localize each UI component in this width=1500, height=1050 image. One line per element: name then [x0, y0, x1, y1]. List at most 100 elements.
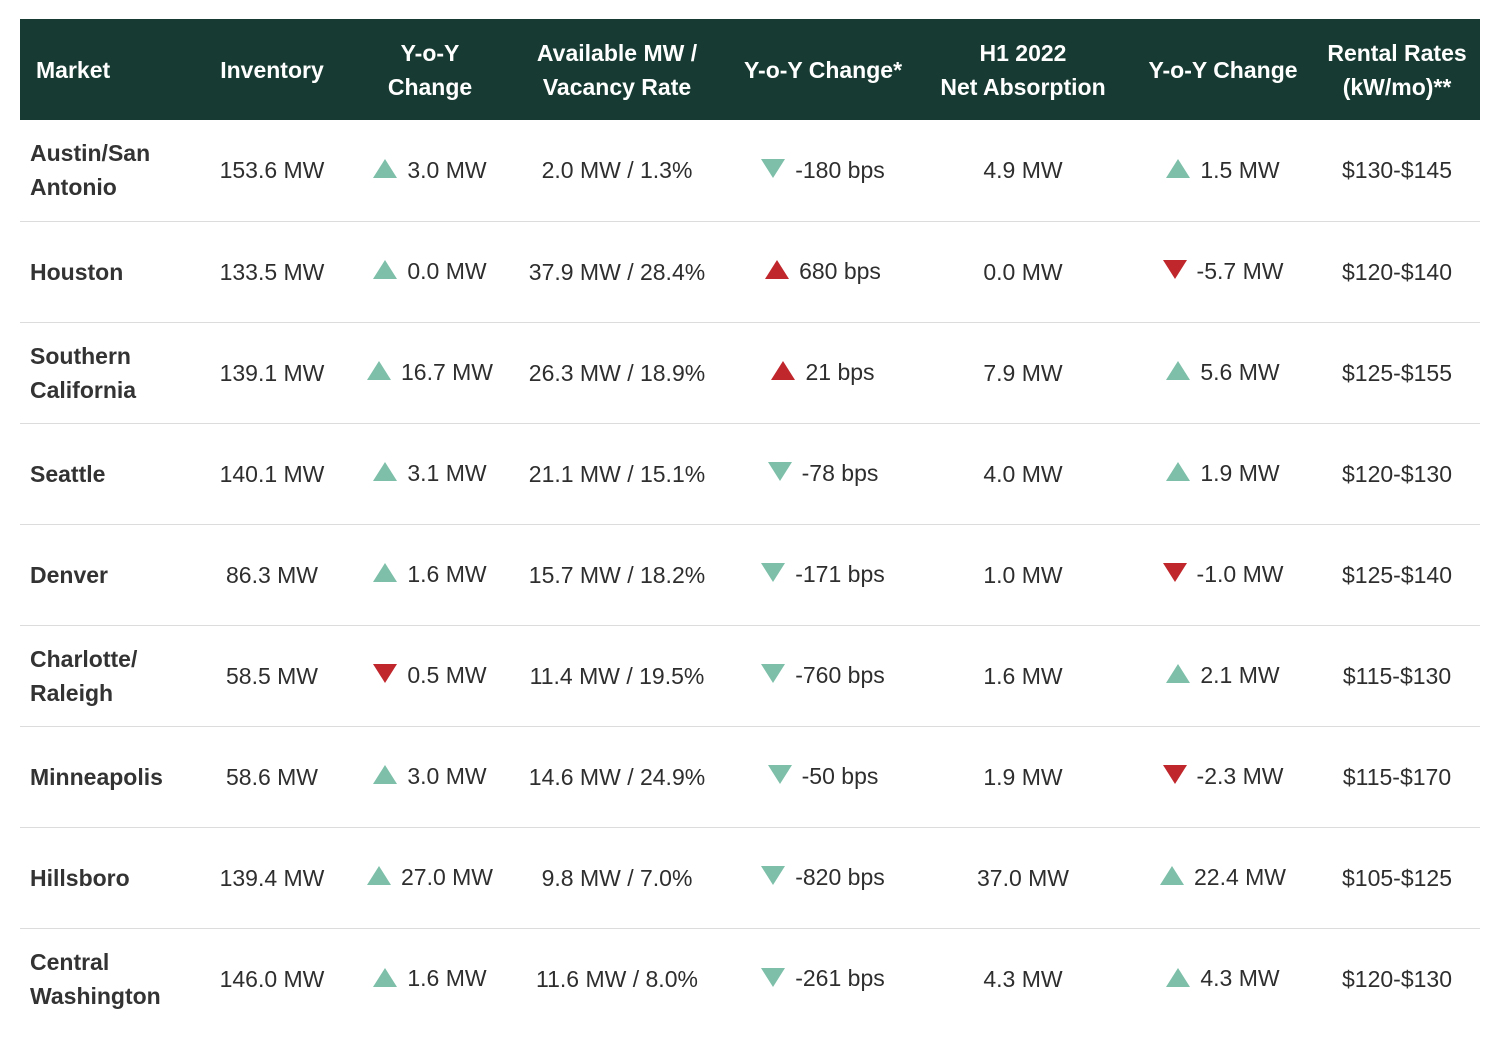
absorption-change-value: -1.0 MW: [1196, 560, 1284, 587]
rental-rate-value: $120-$140: [1342, 258, 1452, 285]
net-absorption-value: 0.0 MW: [983, 258, 1063, 285]
inventory-value: 58.5 MW: [225, 662, 319, 689]
vacancy-change-cell: -261 bps: [732, 928, 914, 1029]
vacancy-change-cell: -180 bps: [732, 120, 914, 221]
absorption-change-value: 5.6 MW: [1200, 358, 1280, 385]
inventory-change: 1.6 MW: [373, 961, 487, 995]
vacancy-change-value: -760 bps: [795, 661, 885, 688]
inventory-change: 3.0 MW: [373, 153, 487, 187]
header-yoy-inventory: Y-o-Y Change: [387, 39, 473, 100]
inventory-change-cell: 0.5 MW: [358, 625, 502, 726]
inventory-change: 0.0 MW: [373, 254, 487, 288]
triangle-up-icon: [1166, 967, 1191, 987]
net-absorption-value: 1.9 MW: [983, 763, 1063, 790]
absorption-change: 1.9 MW: [1166, 456, 1280, 490]
vacancy-change: 680 bps: [765, 254, 881, 288]
triangle-up-icon: [1166, 159, 1191, 178]
header-yoy-absorption: Y-o-Y Change: [1148, 56, 1298, 83]
net-absorption-value: 4.9 MW: [983, 157, 1063, 184]
market-name-line1: Hillsboro: [30, 864, 130, 891]
market-name: Central Washington: [20, 928, 186, 1029]
inventory-change: 3.1 MW: [373, 456, 487, 490]
vacancy-change: -171 bps: [761, 557, 885, 591]
absorption-change: 2.1 MW: [1166, 658, 1280, 692]
vacancy-change: -78 bps: [767, 456, 879, 490]
market-name: Charlotte/Raleigh: [20, 625, 186, 726]
inventory-change-cell: 16.7 MW: [358, 322, 502, 423]
market-name-line1: Central: [30, 948, 110, 975]
absorption-change-value: 22.4 MW: [1193, 863, 1287, 890]
inventory-change-value: 3.1 MW: [407, 459, 487, 486]
triangle-down-icon: [761, 159, 786, 178]
table-row: Hillsboro 139.4 MW 27.0 MW 9.8 MW / 7.0% -82…: [20, 827, 1480, 928]
rental-rate-value: $105-$125: [1342, 864, 1452, 891]
rental-rate-value: $125-$155: [1342, 359, 1452, 386]
absorption-change: 1.5 MW: [1166, 153, 1280, 187]
market-name-line1: Denver: [30, 561, 108, 588]
market-name-line1: Minneapolis: [30, 763, 163, 790]
vacancy-change-cell: -50 bps: [732, 726, 914, 827]
vacancy-change: -261 bps: [761, 961, 885, 995]
triangle-up-icon: [1159, 866, 1184, 886]
triangle-down-icon: [767, 462, 792, 482]
vacancy-change-value: -78 bps: [801, 459, 879, 486]
net-absorption-value: 4.3 MW: [983, 965, 1063, 992]
triangle-down-icon: [767, 765, 792, 785]
absorption-change-cell: -1.0 MW: [1132, 524, 1314, 625]
available-vacancy-value: 14.6 MW / 24.9%: [528, 763, 706, 790]
inventory-change-cell: 27.0 MW: [358, 827, 502, 928]
market-name-line1: Seattle: [30, 460, 106, 487]
header-available: Available MW / Vacancy Rate: [502, 19, 732, 120]
triangle-up-icon: [366, 361, 391, 381]
vacancy-change-value: 680 bps: [799, 257, 881, 284]
table-row: Southern California 139.1 MW 16.7 MW 26.3 MW…: [20, 322, 1480, 423]
market-name-line1: Austin/San: [30, 140, 151, 167]
triangle-up-icon: [373, 260, 398, 280]
rental-rate-value: $130-$145: [1342, 157, 1452, 184]
data-center-market-table-container: Market Inventory Y-o-Y Change Available …: [20, 19, 1480, 1029]
available-vacancy-value: 11.6 MW / 8.0%: [536, 965, 698, 992]
inventory-change-value: 27.0 MW: [400, 863, 494, 890]
table-row: Central Washington 146.0 MW 1.6 MW 11.6 MW /…: [20, 928, 1480, 1029]
inventory-change-value: 16.7 MW: [400, 358, 494, 385]
header-absorption-line2: Net Absorption: [940, 73, 1106, 100]
available-vacancy-value: 21.1 MW / 15.1%: [528, 460, 706, 487]
absorption-change: -1.0 MW: [1162, 557, 1284, 591]
header-rental-line1: Rental Rates: [1327, 39, 1467, 66]
triangle-up-icon: [1166, 361, 1191, 381]
absorption-change: -5.7 MW: [1162, 254, 1283, 288]
header-rental: Rental Rates (kW/mo)**: [1314, 19, 1480, 120]
net-absorption-value: 4.0 MW: [983, 460, 1063, 487]
market-name-line2: Raleigh: [30, 679, 114, 706]
header-absorption: H1 2022 Net Absorption: [914, 19, 1132, 120]
header-row: Market Inventory Y-o-Y Change Available …: [20, 19, 1480, 120]
inventory-change-value: 3.0 MW: [407, 156, 487, 183]
absorption-change-value: 1.9 MW: [1200, 459, 1280, 486]
inventory-change-cell: 0.0 MW: [358, 221, 502, 322]
inventory-change-value: 1.6 MW: [407, 560, 487, 587]
vacancy-change: -760 bps: [761, 658, 885, 692]
vacancy-change-value: -171 bps: [795, 560, 885, 587]
vacancy-change-value: -261 bps: [795, 965, 885, 991]
inventory-value: 146.0 MW: [219, 965, 325, 992]
header-yoy-vacancy: Y-o-Y Change*: [743, 56, 903, 83]
inventory-value: 86.3 MW: [225, 561, 319, 588]
available-vacancy-value: 11.4 MW / 19.5%: [529, 662, 705, 689]
header-rental-line2: (kW/mo)**: [1342, 73, 1452, 100]
market-name: Houston: [20, 221, 186, 322]
table-row: Houston 133.5 MW 0.0 MW 37.9 MW / 28.4% 680 …: [20, 221, 1480, 322]
net-absorption-value: 1.6 MW: [983, 662, 1063, 689]
triangle-up-icon: [373, 563, 398, 583]
triangle-up-icon: [765, 260, 790, 280]
market-name-line1: Charlotte/: [30, 645, 138, 672]
triangle-down-icon: [761, 866, 786, 886]
market-name: Denver: [20, 524, 186, 625]
inventory-change: 0.5 MW: [373, 658, 487, 692]
triangle-up-icon: [1166, 462, 1191, 482]
inventory-change-value: 0.0 MW: [407, 257, 487, 284]
rental-rate-value: $125-$140: [1342, 561, 1452, 588]
inventory-change: 16.7 MW: [366, 355, 494, 389]
inventory-change-value: 0.5 MW: [407, 661, 487, 688]
header-available-line1: Available MW /: [536, 39, 698, 66]
available-vacancy-value: 37.9 MW / 28.4%: [528, 258, 706, 285]
